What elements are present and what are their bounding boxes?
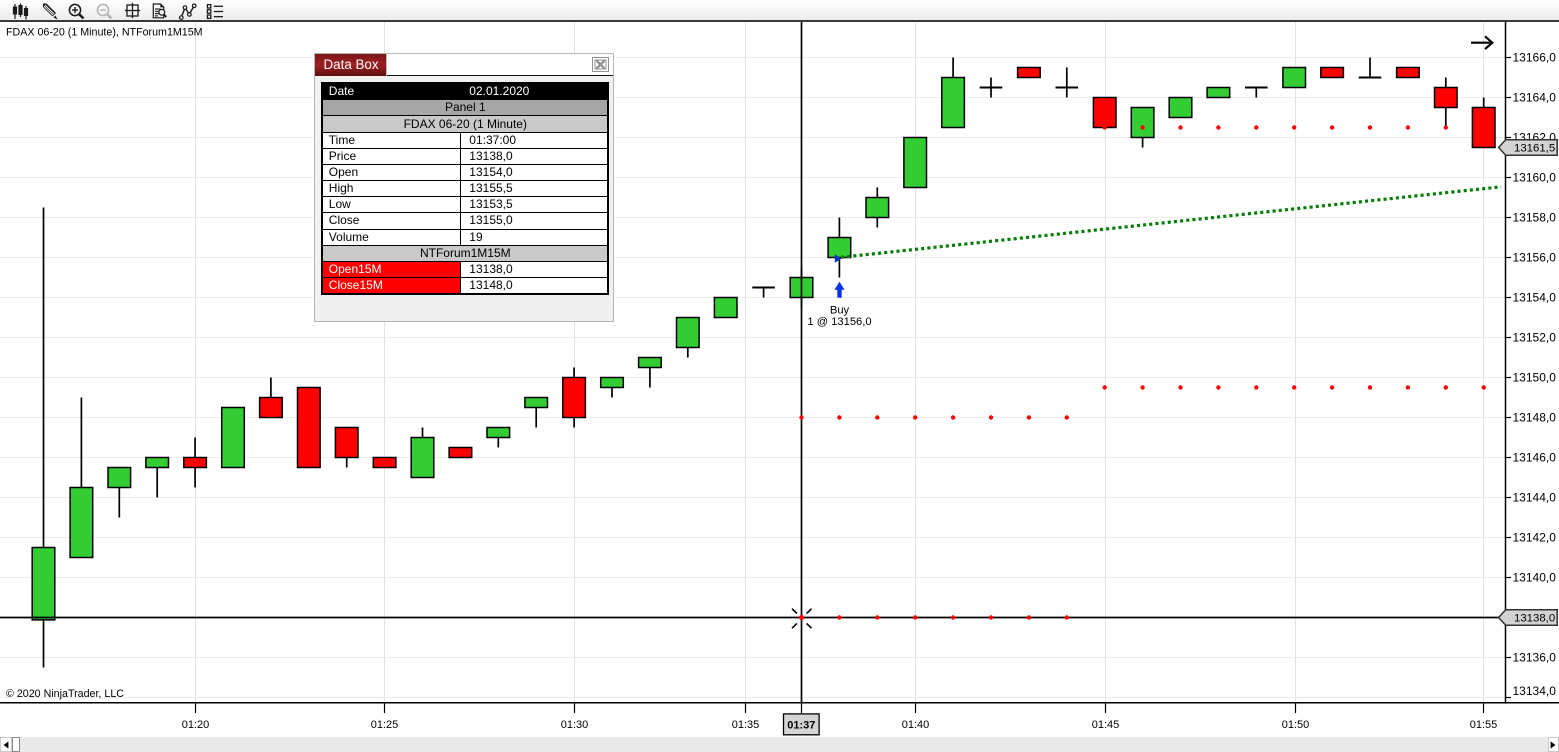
svg-text:13138,0: 13138,0	[1514, 613, 1555, 625]
svg-text:01:30: 01:30	[561, 719, 589, 731]
svg-text:13142,0: 13142,0	[1513, 531, 1557, 545]
svg-text:01:35: 01:35	[732, 719, 760, 731]
svg-text:13161,5: 13161,5	[1514, 143, 1555, 155]
svg-text:13154,0: 13154,0	[1513, 291, 1557, 305]
svg-text:01:45: 01:45	[1092, 719, 1120, 731]
svg-text:13144,0: 13144,0	[1513, 491, 1557, 505]
svg-text:© 2020 NinjaTrader, LLC: © 2020 NinjaTrader, LLC	[6, 688, 124, 700]
svg-text:13150,0: 13150,0	[1513, 371, 1557, 385]
svg-text:13146,0: 13146,0	[1513, 451, 1557, 465]
svg-text:13140,0: 13140,0	[1513, 571, 1557, 585]
svg-text:13160,0: 13160,0	[1513, 171, 1557, 185]
svg-text:01:50: 01:50	[1282, 719, 1310, 731]
svg-text:13148,0: 13148,0	[1513, 411, 1557, 425]
svg-text:13136,0: 13136,0	[1513, 651, 1557, 665]
svg-text:13152,0: 13152,0	[1513, 331, 1557, 345]
svg-text:01:40: 01:40	[902, 719, 930, 731]
svg-text:13134,0: 13134,0	[1513, 684, 1557, 698]
svg-text:1 @ 13156,0: 1 @ 13156,0	[807, 316, 871, 328]
svg-text:01:37: 01:37	[787, 719, 815, 731]
svg-text:13156,0: 13156,0	[1513, 251, 1557, 265]
svg-text:13164,0: 13164,0	[1513, 91, 1557, 105]
svg-text:Buy: Buy	[830, 304, 850, 316]
svg-text:FDAX 06-20 (1 Minute), NTForum: FDAX 06-20 (1 Minute), NTForum1M15M	[6, 27, 203, 39]
svg-text:13166,0: 13166,0	[1513, 51, 1557, 65]
svg-text:13158,0: 13158,0	[1513, 211, 1557, 225]
svg-text:01:25: 01:25	[371, 719, 399, 731]
svg-text:01:20: 01:20	[182, 719, 210, 731]
svg-text:01:55: 01:55	[1470, 719, 1498, 731]
